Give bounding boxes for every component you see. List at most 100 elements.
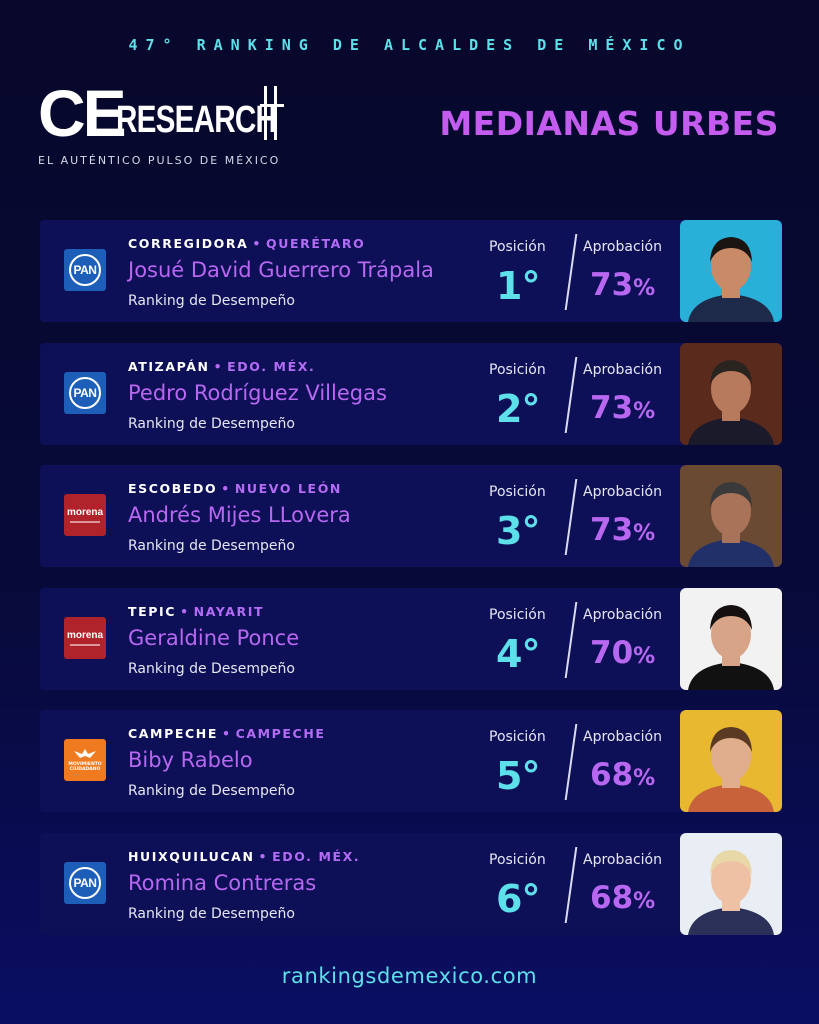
position-value: 1° <box>496 264 540 308</box>
mayor-photo <box>680 465 782 567</box>
approval-label: Aprobación <box>583 361 662 378</box>
approval-number: 68 <box>590 757 634 793</box>
position-value: 2° <box>496 386 540 431</box>
approval-number: 73 <box>590 389 634 426</box>
mayor-photo <box>680 832 782 935</box>
position-value: 5° <box>496 754 540 798</box>
city-name: CAMPECHE <box>128 726 218 741</box>
logo-ce-text: CE <box>38 76 127 150</box>
divider <box>564 601 578 678</box>
mayor-photo <box>680 220 782 322</box>
location-line: HUIXQUILUCAN • EDO. MÉX. <box>128 848 361 864</box>
pan-logo-text: PAN <box>69 376 101 409</box>
mayor-name: Andrés Mijes LLovera <box>128 503 351 527</box>
percent-sign: % <box>633 888 656 914</box>
percent-sign: % <box>633 766 656 791</box>
divider <box>564 234 578 310</box>
ranking-subtitle: Ranking de Desempeño <box>128 415 295 432</box>
mayor-card: PAN HUIXQUILUCAN • EDO. MÉX. Romina Contre… <box>40 832 782 935</box>
mayor-name: Pedro Rodríguez Villegas <box>128 380 387 405</box>
top-title: 47° RANKING DE ALCALDES DE MÉXICO <box>128 36 691 54</box>
position-value: 3° <box>496 509 540 553</box>
divider <box>564 479 578 555</box>
morena-logo-text: morena <box>66 507 104 518</box>
divider <box>564 846 578 923</box>
city-name: HUIXQUILUCAN <box>128 848 255 864</box>
approval-label: Aprobación <box>583 606 662 623</box>
approval-number: 73 <box>590 267 634 303</box>
ce-research-logo: CE RESEARCH EL AUTÉNTICO PULSO DE MÉXICO <box>38 80 288 170</box>
mayor-card: PAN CORREGIDORA • QUERÉTARO Josué David Gu… <box>40 220 782 322</box>
approval-value: 73% <box>590 512 655 548</box>
section-title: MEDIANAS URBES <box>439 104 779 143</box>
ranking-subtitle: Ranking de Desempeño <box>128 293 295 309</box>
state-name: EDO. MÉX. <box>227 358 316 374</box>
logo-bars-icon <box>260 86 284 140</box>
approval-label: Aprobación <box>583 729 662 745</box>
mayor-card: morena TEPIC • NAYARIT Geraldine Ponce Ran… <box>40 587 782 690</box>
ranking-list: PAN CORREGIDORA • QUERÉTARO Josué David Gu… <box>40 220 782 955</box>
city-name: ESCOBEDO <box>128 481 218 496</box>
state-name: NAYARIT <box>193 603 265 619</box>
location-line: CORREGIDORA • QUERÉTARO <box>128 236 366 251</box>
ranking-subtitle: Ranking de Desempeño <box>128 905 295 922</box>
divider <box>564 724 578 800</box>
state-name: CAMPECHE <box>235 726 326 741</box>
logo-research-text: RESEARCH <box>116 99 277 141</box>
ranking-subtitle: Ranking de Desempeño <box>128 660 295 677</box>
mayor-name: Biby Rabelo <box>128 748 253 772</box>
pan-logo-text: PAN <box>69 866 101 899</box>
approval-label: Aprobación <box>583 851 662 868</box>
morena-logo-text: morena <box>66 629 104 641</box>
approval-label: Aprobación <box>583 239 662 255</box>
position-label: Posición <box>489 606 546 623</box>
position-label: Posición <box>489 729 546 745</box>
position-label: Posición <box>489 484 546 500</box>
morena-logo-icon: morena <box>64 494 106 536</box>
footer-url[interactable]: rankingsdemexico.com <box>281 964 538 988</box>
pan-logo-icon: PAN <box>64 861 106 904</box>
movimiento-ciudadano-logo-icon: MOVIMIENTO CIUDADANO <box>64 739 106 781</box>
city-name: TEPIC <box>128 603 177 619</box>
location-line: ESCOBEDO • NUEVO LEÓN <box>128 481 342 496</box>
mayor-name: Geraldine Ponce <box>128 625 300 650</box>
divider <box>564 356 578 433</box>
approval-label: Aprobación <box>583 484 662 500</box>
approval-value: 68% <box>590 880 655 916</box>
mayor-card: MOVIMIENTO CIUDADANO CAMPECHE • CAMPECHE B… <box>40 710 782 812</box>
mayor-photo <box>680 710 782 812</box>
approval-number: 68 <box>590 879 634 916</box>
location-line: CAMPECHE • CAMPECHE <box>128 726 326 741</box>
mayor-photo <box>680 342 782 445</box>
city-name: ATIZAPÁN <box>128 358 210 374</box>
mayor-card: PAN ATIZAPÁN • EDO. MÉX. Pedro Rodríguez V… <box>40 342 782 445</box>
state-name: QUERÉTARO <box>266 236 366 251</box>
pan-logo-text: PAN <box>69 254 101 286</box>
percent-sign: % <box>633 521 656 546</box>
location-line: ATIZAPÁN • EDO. MÉX. <box>128 358 316 374</box>
mayor-card: morena ESCOBEDO • NUEVO LEÓN Andrés Mijes … <box>40 465 782 567</box>
percent-sign: % <box>633 643 656 669</box>
mayor-name: Josué David Guerrero Trápala <box>128 258 434 282</box>
ranking-subtitle: Ranking de Desempeño <box>128 783 295 799</box>
position-value: 4° <box>496 631 540 676</box>
approval-number: 70 <box>590 634 634 671</box>
ranking-subtitle: Ranking de Desempeño <box>128 538 295 554</box>
position-label: Posición <box>489 361 546 378</box>
pan-logo-icon: PAN <box>64 249 106 291</box>
location-line: TEPIC • NAYARIT <box>128 603 265 619</box>
position-value: 6° <box>496 876 540 921</box>
percent-sign: % <box>633 276 656 301</box>
approval-value: 73% <box>590 390 655 426</box>
approval-value: 68% <box>590 757 655 793</box>
approval-value: 70% <box>590 635 655 671</box>
state-name: NUEVO LEÓN <box>234 481 342 496</box>
state-name: EDO. MÉX. <box>272 848 361 864</box>
logo-tagline: EL AUTÉNTICO PULSO DE MÉXICO <box>38 154 281 167</box>
approval-value: 73% <box>590 267 655 303</box>
percent-sign: % <box>633 398 656 424</box>
city-name: CORREGIDORA <box>128 236 249 251</box>
morena-logo-icon: morena <box>64 616 106 659</box>
position-label: Posición <box>489 239 546 255</box>
mayor-photo <box>680 587 782 690</box>
